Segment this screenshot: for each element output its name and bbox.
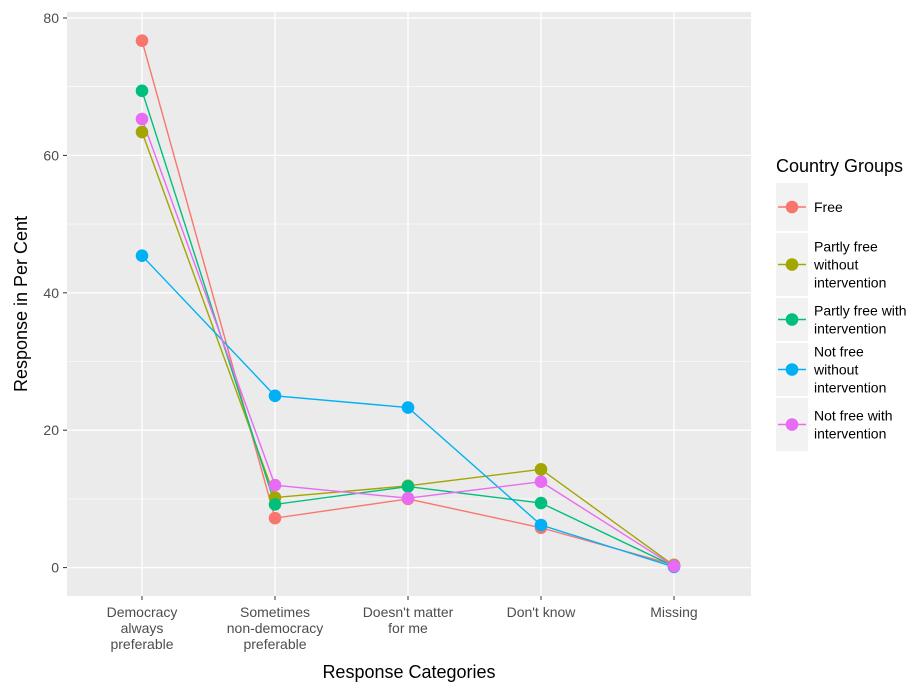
legend-label: Partly free with intervention <box>814 303 907 337</box>
data-point <box>667 559 681 573</box>
x-tick-label: Democracy always preferable <box>107 604 178 652</box>
x-axis-title: Response Categories <box>322 662 495 682</box>
y-tick-label: 60 <box>43 147 59 163</box>
data-point <box>135 125 149 139</box>
legend-item: Not free with intervention <box>776 398 893 451</box>
x-axis: Democracy always preferable Sometimes non-de… <box>107 596 698 652</box>
data-point <box>534 518 548 532</box>
legend: Country Groups Free Partly free without int… <box>776 156 907 451</box>
data-point <box>534 475 548 489</box>
x-tick-label: Sometimes non-democracy preferable <box>227 604 324 652</box>
y-tick-label: 0 <box>51 560 59 576</box>
legend-key-point <box>785 418 799 431</box>
legend-label: Not free with intervention <box>814 408 893 442</box>
legend-item: Partly free with intervention <box>776 298 907 341</box>
data-point <box>268 389 282 403</box>
legend-key-point <box>785 363 799 376</box>
data-point <box>268 498 282 511</box>
y-axis-title: Response in Per Cent <box>11 216 31 392</box>
x-tick-label: Missing <box>650 604 697 620</box>
data-point <box>268 511 282 525</box>
legend-item: Partly free without intervention <box>776 233 886 296</box>
data-point <box>401 480 415 493</box>
x-tick-label: Don't know <box>507 604 577 620</box>
legend-key-point <box>785 200 799 214</box>
plot-panel <box>67 12 751 596</box>
legend-label: Partly free without intervention <box>813 239 886 291</box>
legend-label: Free <box>814 199 843 215</box>
legend-key-point <box>785 258 799 271</box>
y-tick-label: 40 <box>43 285 59 301</box>
data-point <box>135 112 149 126</box>
y-tick-label: 20 <box>43 422 59 438</box>
x-tick-label: Doesn't matter for me <box>363 604 454 636</box>
data-point <box>268 478 282 492</box>
legend-title: Country Groups <box>776 156 903 176</box>
data-point <box>401 401 415 414</box>
legend-item: Free <box>776 183 843 231</box>
y-tick-label: 80 <box>43 10 59 26</box>
data-point <box>135 249 149 263</box>
legend-item: Not free without intervention <box>776 343 886 396</box>
data-point <box>534 496 548 510</box>
series-points <box>135 34 681 574</box>
data-point <box>135 34 149 47</box>
legend-label: Not free without intervention <box>813 344 886 396</box>
legend-key-point <box>785 313 799 326</box>
data-point <box>401 491 415 505</box>
data-point <box>534 463 548 476</box>
data-point <box>135 84 149 98</box>
y-axis: 0 20 40 60 80 <box>43 10 67 576</box>
